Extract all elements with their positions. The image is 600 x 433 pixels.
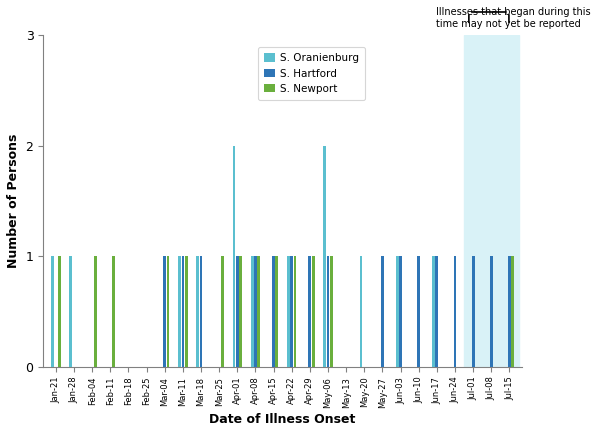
Bar [396, 256, 399, 367]
Bar [200, 256, 202, 367]
Bar [490, 256, 493, 367]
Bar [326, 256, 329, 367]
Bar [221, 256, 224, 367]
Bar [185, 256, 188, 367]
Bar [178, 256, 181, 367]
Bar [239, 256, 242, 367]
Bar [236, 256, 239, 367]
Text: Illnesses that began during this
time may not yet be reported: Illnesses that began during this time ma… [436, 7, 590, 29]
Legend: S. Oranienburg, S. Hartford, S. Newport: S. Oranienburg, S. Hartford, S. Newport [258, 47, 365, 100]
Bar [472, 256, 475, 367]
Bar [287, 256, 290, 367]
Bar [182, 256, 184, 367]
Bar [418, 256, 420, 367]
Bar [511, 256, 514, 367]
Bar [196, 256, 199, 367]
Bar [381, 256, 384, 367]
Bar [94, 256, 97, 367]
Bar [290, 256, 293, 367]
Bar [436, 256, 438, 367]
Bar [323, 146, 326, 367]
Bar [312, 256, 314, 367]
Bar [58, 256, 61, 367]
Bar [399, 256, 402, 367]
Bar [308, 256, 311, 367]
Bar [112, 256, 115, 367]
Bar [233, 146, 235, 367]
Bar [51, 256, 54, 367]
Bar [464, 35, 518, 367]
Bar [330, 256, 332, 367]
Bar [254, 256, 257, 367]
Y-axis label: Number of Persons: Number of Persons [7, 134, 20, 268]
Bar [508, 256, 511, 367]
Bar [257, 256, 260, 367]
Bar [70, 256, 72, 367]
Bar [272, 256, 275, 367]
X-axis label: Date of Illness Onset: Date of Illness Onset [209, 413, 356, 426]
Bar [275, 256, 278, 367]
Bar [251, 256, 254, 367]
Bar [293, 256, 296, 367]
Bar [163, 256, 166, 367]
Bar [454, 256, 457, 367]
Bar [167, 256, 169, 367]
Bar [432, 256, 435, 367]
Bar [359, 256, 362, 367]
